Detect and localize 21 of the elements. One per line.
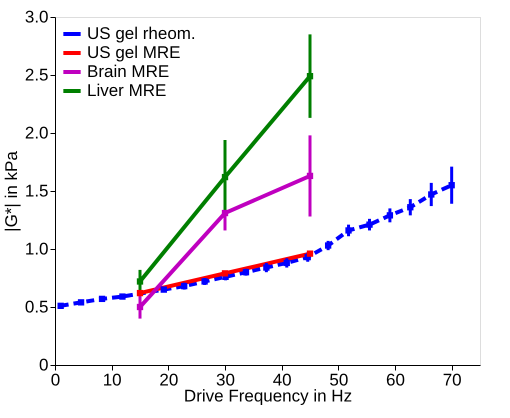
y-tick-label: 3.0 bbox=[24, 8, 48, 26]
x-tick-label: 60 bbox=[386, 370, 405, 390]
x-tick-label: 30 bbox=[216, 370, 235, 390]
y-tick-label: 0 bbox=[39, 356, 48, 374]
x-axis-title: Drive Frequency in Hz bbox=[184, 386, 352, 406]
legend-label: Brain MRE bbox=[87, 62, 170, 81]
legend-label: US gel MRE bbox=[87, 43, 181, 62]
y-tick-label: 1.0 bbox=[24, 240, 48, 258]
legend-label: Liver MRE bbox=[87, 81, 166, 100]
x-tick-label: 40 bbox=[272, 370, 292, 390]
y-tick-label: 2.0 bbox=[24, 124, 48, 142]
x-tick-label: 10 bbox=[102, 370, 122, 390]
x-tick-label: 0 bbox=[50, 370, 60, 390]
y-axis-title: |G*| in kPa bbox=[2, 150, 21, 232]
y-tick-label: 1.5 bbox=[24, 182, 48, 200]
legend-label: US gel rheom. bbox=[87, 24, 196, 43]
y-tick-label: 2.5 bbox=[24, 66, 48, 84]
y-tick-label: 0.5 bbox=[24, 298, 48, 316]
x-tick-label: 70 bbox=[442, 370, 462, 390]
x-tick-label: 20 bbox=[159, 370, 178, 390]
x-tick-label: 50 bbox=[329, 370, 348, 390]
